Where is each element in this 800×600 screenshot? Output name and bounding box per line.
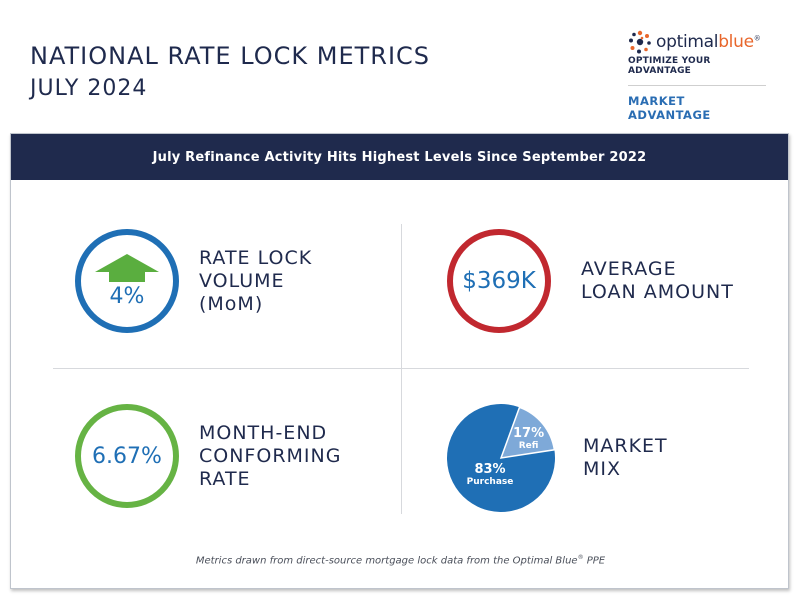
rate-lock-label: RATE LOCK VOLUME (MoM) — [199, 246, 313, 315]
metrics-card: July Refinance Activity Hits Highest Lev… — [10, 133, 789, 589]
loan-amount-label: AVERAGE LOAN AMOUNT — [581, 258, 734, 303]
horizontal-divider — [53, 368, 749, 369]
conforming-rate-value: 6.67% — [92, 443, 162, 469]
refi-label: 17% Refi — [513, 426, 545, 451]
up-arrow-icon — [95, 253, 159, 282]
brand-tagline: OPTIMIZE YOUR ADVANTAGE — [628, 56, 711, 76]
market-advantage-label: MARKET ADVANTAGE — [628, 94, 711, 122]
page-subtitle: JULY 2024 — [30, 76, 148, 101]
footnote: Metrics drawn from direct-source mortgag… — [195, 553, 606, 566]
loan-amount-value: $369K — [462, 268, 536, 294]
headline-banner: July Refinance Activity Hits Highest Lev… — [11, 134, 788, 180]
metric-average-loan-amount: $369K AVERAGE LOAN AMOUNT — [447, 229, 734, 333]
metric-rate-lock-volume: 4% RATE LOCK VOLUME (MoM) — [75, 229, 312, 333]
market-mix-pie: 17% Refi 83% Purchase — [447, 404, 556, 512]
optimal-blue-logo-icon — [629, 30, 651, 54]
headline-text: July Refinance Activity Hits Highest Lev… — [152, 149, 647, 165]
brand-divider — [628, 85, 766, 86]
conforming-rate-label: MONTH-END CONFORMING RATE — [199, 421, 342, 490]
rate-lock-value: 4% — [109, 283, 145, 309]
brand-block: optimalblue® OPTIMIZE YOUR ADVANTAGE MAR… — [628, 30, 770, 122]
loan-amount-ring: $369K — [447, 229, 551, 333]
brand-name: optimalblue® — [656, 32, 761, 52]
vertical-divider — [401, 224, 402, 514]
conforming-rate-ring: 6.67% — [75, 404, 179, 508]
brand-logo: optimalblue® — [628, 30, 770, 54]
rate-lock-ring: 4% — [75, 229, 179, 333]
metric-conforming-rate: 6.67% MONTH-END CONFORMING RATE — [75, 404, 341, 508]
pie-slice-refi — [499, 406, 556, 459]
metric-market-mix: 17% Refi 83% Purchase MARKET MIX — [447, 404, 668, 512]
page-title: NATIONAL RATE LOCK METRICS — [30, 42, 431, 70]
purchase-label: 83% Purchase — [466, 462, 514, 487]
market-mix-label: MARKET MIX — [583, 435, 668, 480]
